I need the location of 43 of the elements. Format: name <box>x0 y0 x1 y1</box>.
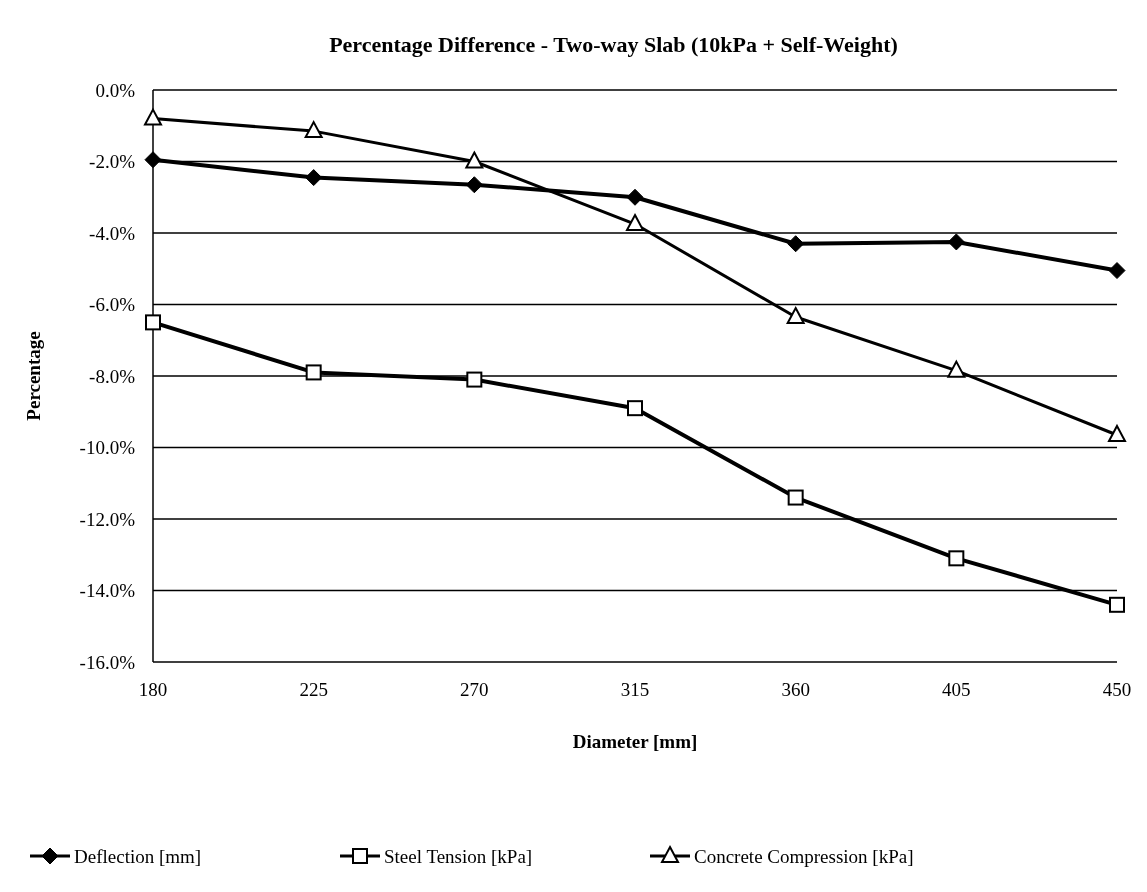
y-tick-label: -16.0% <box>79 651 136 673</box>
y-tick-label: -10.0% <box>79 437 136 459</box>
legend-label: Deflection [mm] <box>74 845 202 867</box>
legend-label: Steel Tension [kPa] <box>384 845 533 867</box>
point <box>626 214 644 232</box>
point <box>465 176 483 194</box>
point <box>144 151 162 169</box>
x-tick-label: 225 <box>299 679 328 700</box>
y-tick-label: -14.0% <box>79 580 136 602</box>
point <box>305 169 323 187</box>
x-tick-label: 180 <box>138 679 168 700</box>
point <box>947 233 965 251</box>
point <box>145 314 161 331</box>
point <box>948 550 965 567</box>
point <box>1108 262 1126 280</box>
point <box>787 235 805 253</box>
x-tick-label: 405 <box>942 679 971 700</box>
y-tick-label: -6.0% <box>89 294 136 316</box>
y-tick-label: -8.0% <box>89 365 136 387</box>
point <box>787 489 804 506</box>
point <box>465 151 484 169</box>
x-tick-label: 315 <box>620 679 650 700</box>
x-axis-title: Diameter [mm] <box>572 731 698 752</box>
point <box>304 121 323 139</box>
point <box>1108 424 1126 442</box>
point <box>1109 596 1125 613</box>
point <box>786 307 805 325</box>
y-axis-title: Percentage <box>23 331 44 421</box>
x-tick-label: 450 <box>1102 679 1132 700</box>
point <box>144 108 162 126</box>
y-tick-label: 0.0% <box>95 79 136 101</box>
y-tick-label: -2.0% <box>89 151 136 173</box>
point <box>626 188 644 206</box>
y-tick-label: -4.0% <box>89 222 136 244</box>
point <box>947 360 966 378</box>
x-tick-label: 270 <box>460 679 489 700</box>
point <box>627 400 643 417</box>
point <box>466 371 483 388</box>
y-tick-label: -12.0% <box>79 508 136 530</box>
chart-title: Percentage Difference - Two-way Slab (10kPa + Self-Weight) <box>329 32 898 57</box>
point <box>305 364 322 381</box>
x-tick-label: 360 <box>781 679 810 700</box>
legend-label: Concrete Compression [kPa] <box>694 845 914 867</box>
